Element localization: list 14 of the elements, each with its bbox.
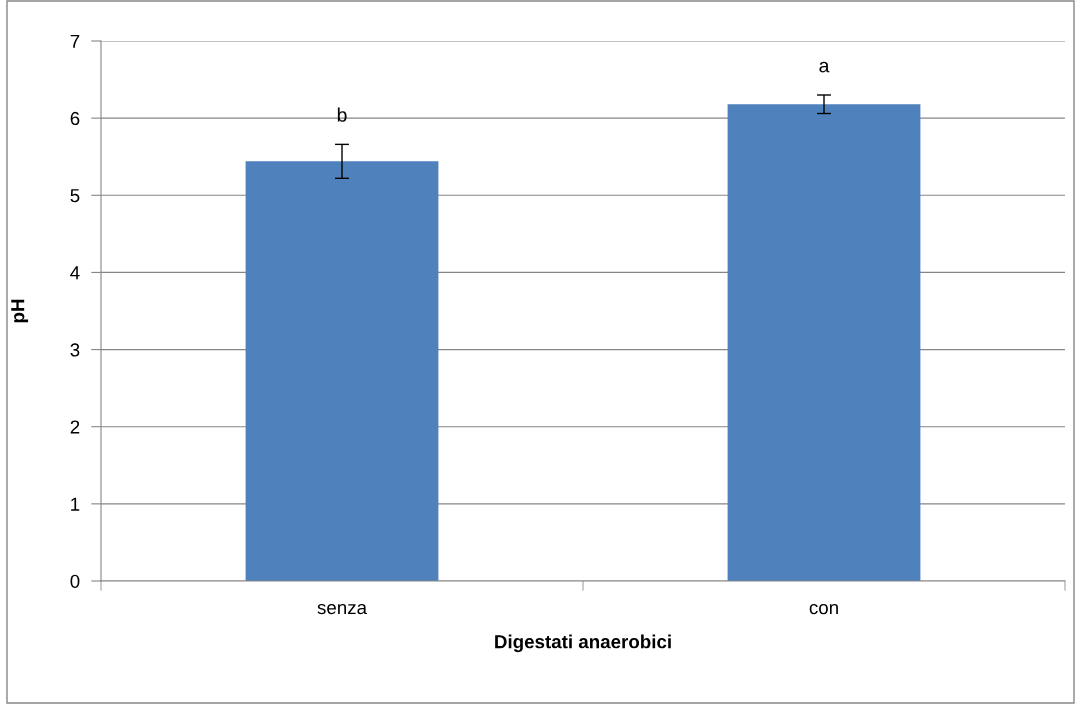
y-tick-label: 5 [70,189,80,203]
y-tick-label: 4 [70,266,80,280]
y-tick-label: 6 [70,111,80,126]
x-axis-title: Digestati anaerobici [495,634,671,653]
x-tick-label: senza [317,603,368,615]
y-tick-label: 7 [70,34,80,48]
y-tick-label: 0 [70,574,80,588]
x-tick-label: con [809,603,838,615]
annotation: a [819,61,830,73]
y-tick-label: 2 [70,420,80,434]
y-axis-title: pH [11,299,29,323]
annotation: b [337,107,347,122]
y-tick-label: 1 [71,497,80,511]
y-tick-label: 3 [70,343,80,357]
